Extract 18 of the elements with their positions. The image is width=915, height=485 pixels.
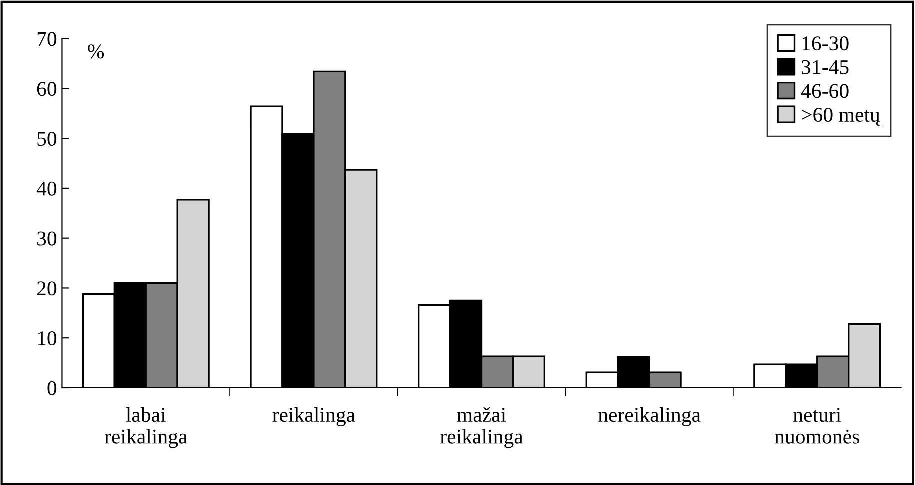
legend-label: 16-30 — [802, 36, 849, 51]
x-tick-label: labai reikalinga — [104, 407, 188, 448]
y-tick-label: 0 — [48, 381, 57, 396]
y-tick-label: 60 — [37, 82, 57, 96]
x-tick-label: reikalinga — [272, 407, 356, 426]
y-tick-label: 20 — [37, 282, 57, 296]
y-tick-label: 30 — [38, 232, 57, 246]
x-tick-label: neturi nuomonės — [775, 408, 860, 444]
legend-label: 31-45 — [802, 60, 849, 74]
y-axis-title: % — [88, 44, 104, 59]
legend-label: >60 metų — [802, 108, 880, 126]
legend-label: 46-60 — [801, 84, 849, 98]
y-tick-label: 40 — [36, 182, 57, 196]
y-tick-label: 70 — [38, 32, 57, 46]
x-tick-label: nereikalinga — [598, 407, 701, 426]
y-tick-label: 50 — [38, 132, 57, 146]
x-tick-label: mažai reikalinga — [440, 407, 524, 448]
y-tick-label: 10 — [38, 331, 57, 346]
